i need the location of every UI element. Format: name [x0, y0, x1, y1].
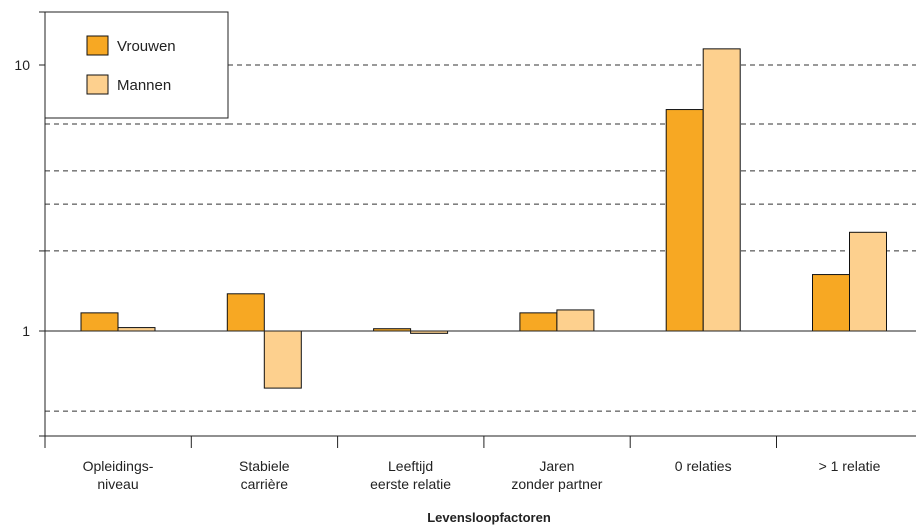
- bars: [80, 48, 887, 389]
- y-tick-label: 10: [14, 57, 30, 73]
- category-labels: Opleidings-niveau Stabiele carrière Leeftij…: [83, 458, 881, 492]
- bar-vrouwen-5: [812, 274, 850, 332]
- legend-label-mannen: Mannen: [117, 77, 171, 94]
- legend-label-vrouwen: Vrouwen: [117, 38, 176, 55]
- category-label: Leeftijd: [388, 458, 433, 474]
- legend-swatch-vrouwen: [86, 35, 109, 56]
- category-label: carrière: [241, 476, 289, 492]
- category-label: zonder partner: [511, 476, 602, 492]
- bar-vrouwen-1: [226, 293, 265, 332]
- bar-mannen-3: [556, 309, 595, 332]
- legend: Vrouwen Mannen: [44, 11, 229, 119]
- y-tick-labels: 1 10: [14, 57, 30, 339]
- category-label: 0 relaties: [675, 458, 732, 474]
- legend-box: [44, 11, 229, 119]
- x-axis-label: Levensloopfactoren: [427, 510, 551, 525]
- bar-vrouwen-4: [665, 109, 704, 332]
- category-label: Jaren: [539, 458, 574, 474]
- bar-mannen-5: [849, 231, 887, 332]
- gridlines: [45, 64, 916, 412]
- bar-vrouwen-0: [80, 312, 119, 332]
- category-label: niveau: [97, 476, 138, 492]
- category-label: > 1 relatie: [819, 458, 881, 474]
- category-label: Stabiele: [239, 458, 290, 474]
- bar-mannen-1: [263, 330, 302, 389]
- bar-vrouwen-3: [519, 312, 558, 332]
- bar-mannen-4: [702, 48, 741, 332]
- bar-mannen-0: [117, 327, 156, 332]
- y-tick-label: 1: [22, 323, 30, 339]
- category-label: Opleidings-: [83, 458, 154, 474]
- legend-swatch-mannen: [86, 74, 109, 95]
- category-label: eerste relatie: [370, 476, 451, 492]
